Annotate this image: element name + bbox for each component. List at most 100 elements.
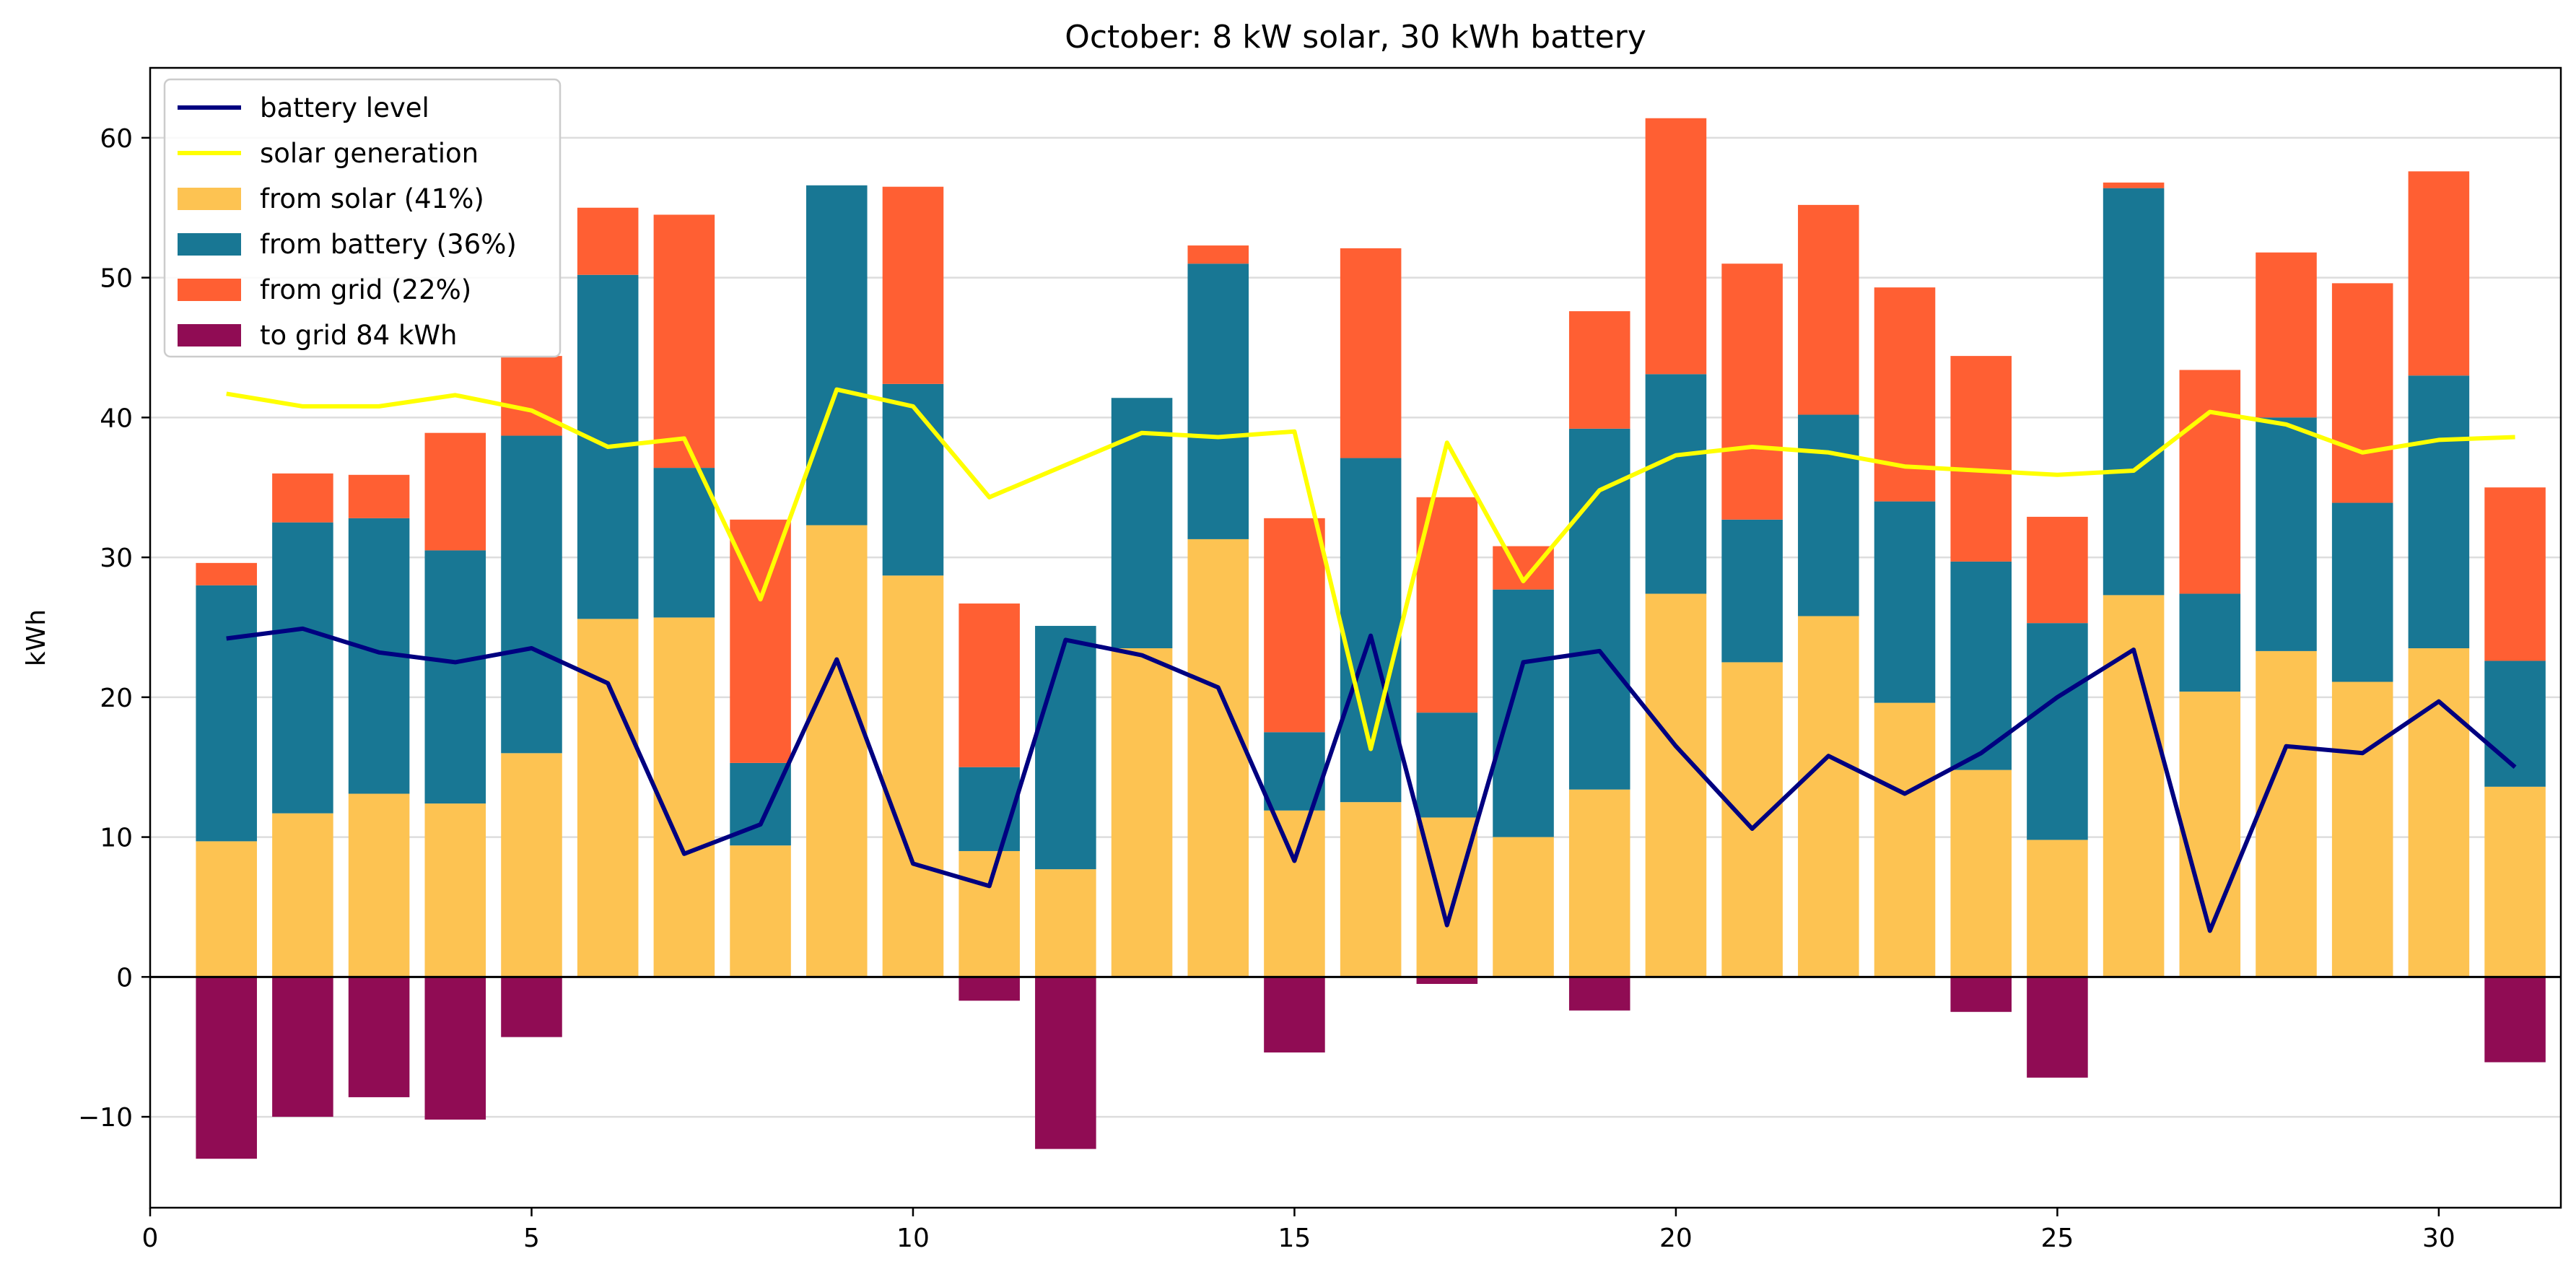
bar-s0-d16 (1340, 802, 1402, 977)
legend-label-0: battery level (260, 92, 429, 123)
y-tick-label-6: 50 (100, 264, 133, 294)
x-tick-label-4: 20 (1659, 1224, 1693, 1253)
bar-s0-d9 (805, 525, 868, 977)
line-battery-level (226, 626, 2517, 933)
bar-s0-d4 (424, 803, 486, 977)
legend-swatch-4 (178, 279, 241, 301)
bar-s3-d15 (1264, 977, 1325, 1052)
bar-s0-d22 (1798, 616, 1859, 977)
bar-s0-d24 (1950, 770, 2012, 977)
bar-s1-d23 (1874, 501, 1936, 703)
bar-s1-d10 (882, 383, 944, 576)
bar-s0-d2 (272, 813, 333, 977)
bar-s0-d14 (1187, 539, 1249, 977)
bar-s0-d25 (2027, 840, 2088, 977)
bar-s0-d15 (1264, 810, 1325, 977)
bar-s2-d6 (577, 207, 639, 275)
bar-s2-d26 (2103, 182, 2165, 188)
bar-s1-d24 (1950, 561, 2012, 770)
bar-s2-d25 (2027, 516, 2088, 624)
bar-s2-d11 (959, 603, 1020, 767)
y-tick-label-4: 30 (100, 544, 133, 573)
bar-s1-d12 (1035, 626, 1096, 870)
legend-label-3: from battery (36%) (260, 229, 517, 260)
bar-s0-d30 (2408, 648, 2470, 977)
bar-s0-d18 (1493, 837, 1554, 977)
bar-s0-d27 (2179, 692, 2241, 977)
bar-s0-d6 (577, 619, 639, 977)
bar-s1-d29 (2331, 502, 2393, 682)
bar-s1-d25 (2027, 623, 2088, 840)
y-tick-label-3: 20 (100, 684, 133, 713)
y-axis-label: kWh (22, 609, 51, 666)
bar-s0-d26 (2103, 595, 2165, 977)
bar-s2-d15 (1264, 518, 1325, 733)
bar-s2-d1 (196, 562, 257, 585)
bar-s1-d26 (2103, 188, 2165, 596)
plot-frame (149, 66, 2562, 1209)
bar-s2-d24 (1950, 356, 2012, 562)
legend-swatch-3 (178, 233, 241, 256)
line-solar-generation (226, 387, 2515, 751)
bar-s1-d22 (1798, 414, 1859, 616)
bar-s0-d28 (2256, 650, 2317, 977)
legend-label-5: to grid 84 kWh (260, 320, 457, 351)
bar-s2-d5 (501, 356, 562, 436)
bar-s1-d17 (1416, 712, 1478, 818)
bar-s3-d3 (348, 977, 410, 1097)
bar-s0-d29 (2331, 681, 2393, 977)
bar-s0-d13 (1111, 648, 1173, 977)
bar-s2-d20 (1645, 118, 1707, 375)
bar-s2-d22 (1798, 204, 1859, 415)
bar-s2-d2 (272, 473, 333, 523)
x-tick-label-5: 25 (2040, 1224, 2074, 1253)
bar-s3-d1 (196, 977, 257, 1159)
bar-s3-d11 (959, 977, 1020, 1001)
bar-s1-d20 (1645, 374, 1707, 594)
y-tick-label-2: 10 (100, 824, 133, 853)
legend-label-2: from solar (41%) (260, 183, 484, 214)
x-tick-label-0: 0 (142, 1224, 159, 1253)
y-tick-label-0: −10 (78, 1103, 133, 1133)
bar-s1-d1 (196, 585, 257, 842)
bar-s0-d1 (196, 841, 257, 977)
bar-s2-d21 (1721, 263, 1783, 520)
bar-s3-d4 (424, 977, 486, 1120)
legend-swatch-2 (178, 188, 241, 210)
bar-s3-d5 (501, 977, 562, 1037)
bar-s2-d16 (1340, 248, 1402, 458)
legend-swatch-5 (178, 324, 241, 347)
x-tick-label-6: 30 (2422, 1224, 2455, 1253)
bar-s2-d27 (2179, 370, 2241, 594)
bar-s3-d24 (1950, 977, 2012, 1012)
bar-s0-d19 (1568, 789, 1630, 977)
bar-s1-d14 (1187, 263, 1249, 539)
bar-s1-d2 (272, 522, 333, 814)
bar-s0-d3 (348, 793, 410, 977)
bar-s1-d5 (501, 435, 562, 754)
bar-s0-d23 (1874, 702, 1936, 977)
x-tick-label-2: 10 (896, 1224, 930, 1253)
bar-s2-d10 (882, 186, 944, 384)
bar-s0-d5 (501, 753, 562, 977)
legend-box (163, 78, 562, 358)
legend: battery level solar generation from solar … (163, 78, 562, 358)
chart-title: October: 8 kW solar, 30 kWh battery (1065, 19, 1646, 56)
bar-s1-d11 (959, 767, 1020, 851)
bar-s2-d7 (653, 214, 715, 468)
bar-s2-d30 (2408, 171, 2470, 376)
bar-s1-d30 (2408, 375, 2470, 649)
axes: 0 5 10 15 20 25 30 −10 0 10 20 30 40 50 60 (78, 66, 2562, 1253)
legend-label-4: from grid (22%) (260, 274, 471, 305)
bar-s2-d28 (2256, 252, 2317, 418)
bar-s1-d9 (805, 185, 868, 526)
bar-s0-d11 (959, 850, 1020, 977)
bar-s0-d20 (1645, 593, 1707, 977)
bar-s2-d3 (348, 474, 410, 518)
bar-s3-d2 (272, 977, 333, 1117)
bar-s3-d19 (1568, 977, 1630, 1011)
y-tick-label-7: 60 (100, 124, 133, 154)
y-tick-label-1: 0 (116, 963, 133, 993)
bar-s0-d7 (653, 617, 715, 977)
